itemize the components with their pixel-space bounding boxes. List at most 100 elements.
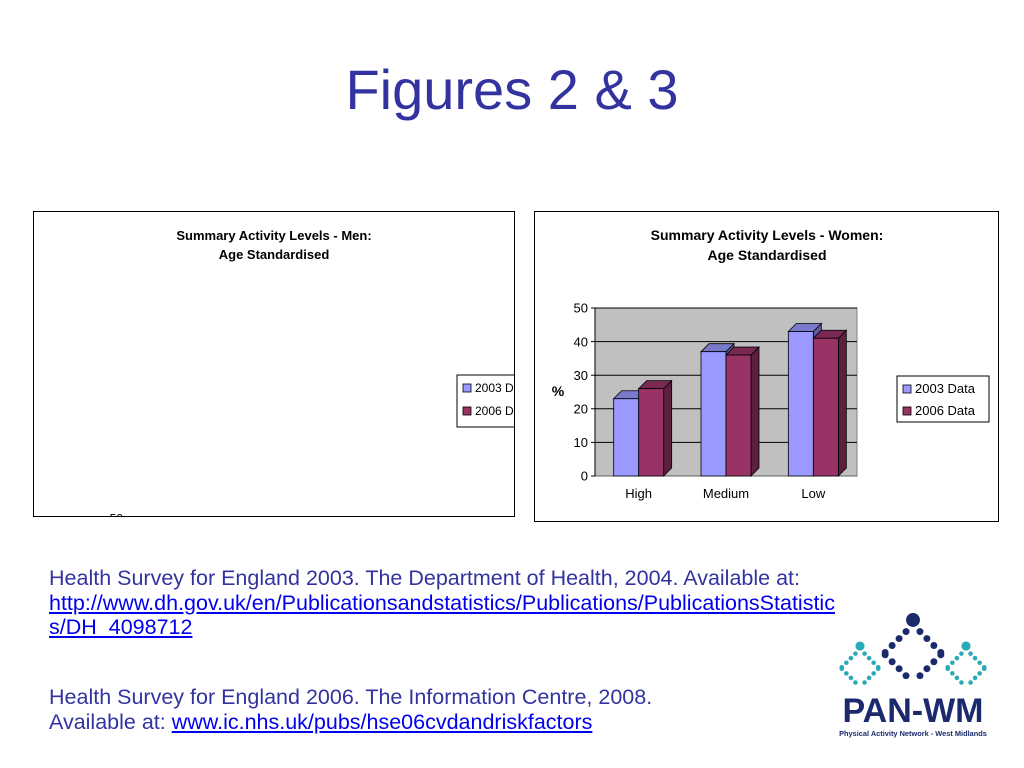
women-chart-ytick-label: 20 xyxy=(574,401,588,416)
women-chart-subtitle: Age Standardised xyxy=(707,247,826,263)
women-chart-legend-label: 2003 Data xyxy=(915,381,976,396)
women-chart-bar-2006-data-high xyxy=(637,379,673,477)
women-chart-bar-front xyxy=(787,331,814,477)
logo-name: PAN-WM xyxy=(843,692,984,730)
women-chart-legend-box xyxy=(896,375,990,423)
logo-figure-left-dot xyxy=(862,651,867,656)
logo-figure-right-dot xyxy=(950,660,955,665)
logo-figure-right-dot xyxy=(972,675,978,681)
women-chart-category-label: Low xyxy=(801,486,825,501)
men-chart-title: Summary Activity Levels - Men: xyxy=(176,228,371,243)
men-chart-ytick-label: 50 xyxy=(110,511,124,516)
women-chart-bar-side xyxy=(837,329,847,477)
logo-figure-center-dot xyxy=(902,628,910,636)
logo-figure-left-dot xyxy=(866,655,872,661)
chart-women-svg: Summary Activity Levels - Women: Age Stan… xyxy=(552,227,990,501)
logo-figure-center-dot xyxy=(895,635,903,643)
women-chart-bar-front xyxy=(700,351,727,477)
logo-tagline: Physical Activity Network - West Midland… xyxy=(839,729,987,738)
logo-figure-left-dot xyxy=(871,660,876,665)
logo-figure-center-dot xyxy=(930,642,938,649)
women-chart-bar-front xyxy=(613,398,640,477)
reference-1-link[interactable]: http://www.dh.gov.uk/en/Publicationsands… xyxy=(49,590,835,640)
women-chart-legend-swatch xyxy=(902,406,912,416)
logo-figure-center xyxy=(881,613,945,680)
logo-figure-left-dot xyxy=(848,655,854,661)
logo-figure-right-dot xyxy=(954,675,960,681)
women-chart-bar-2006-data-medium xyxy=(725,346,760,477)
logo-figure-center-head xyxy=(906,613,920,627)
reference-1: Health Survey for England 2003. The Depa… xyxy=(49,566,839,640)
reference-2-prefix: Available at: xyxy=(49,709,172,734)
chart-women: Summary Activity Levels - Women: Age Stan… xyxy=(534,211,999,522)
reference-2-link[interactable]: www.ic.nhs.uk/pubs/hse06cvdandriskfactor… xyxy=(171,709,593,734)
logo-figure-right-dot xyxy=(959,651,964,656)
women-chart-category-label: High xyxy=(625,486,652,501)
women-chart-legend-label: 2006 Data xyxy=(915,403,976,418)
logo-figure-right-dot xyxy=(968,680,973,685)
reference-2-available-line: Available at: www.ic.nhs.uk/pubs/hse06cv… xyxy=(49,710,839,735)
logo-figure-right-dot xyxy=(954,655,960,661)
men-chart-legend-label: 2003 Data xyxy=(475,381,514,395)
logo-figure-left-dot xyxy=(853,680,858,685)
women-chart-ytick-label: 40 xyxy=(574,334,588,349)
women-chart-ytick-label: 30 xyxy=(574,368,588,383)
women-chart-bar-2006-data-low xyxy=(812,329,848,477)
logo-figure-right-head xyxy=(961,641,971,651)
women-chart-title: Summary Activity Levels - Women: xyxy=(651,227,884,243)
women-chart-bar-side xyxy=(750,346,760,477)
logo-figure-center-dot xyxy=(930,658,938,666)
women-chart-legend-swatch xyxy=(902,384,912,394)
logo-figure-right-dot xyxy=(959,680,964,685)
men-chart-subtitle: Age Standardised xyxy=(219,247,330,262)
pan-wm-logo: PAN-WM Physical Activity Network - West … xyxy=(839,613,987,738)
logo-figure-center-dot xyxy=(888,642,896,649)
women-chart-category-label: Medium xyxy=(703,486,749,501)
women-chart-bar-front xyxy=(638,388,665,477)
logo-figure-right-dot xyxy=(945,666,951,672)
chart-men: Summary Activity Levels - Men: Age Standa… xyxy=(33,211,515,517)
logo-figure-left-dot xyxy=(862,680,867,685)
logo-figure-right-dot xyxy=(977,660,982,665)
women-chart-ytick-label: 50 xyxy=(574,301,588,316)
women-chart-bar-front xyxy=(725,354,752,477)
reference-2-text: Health Survey for England 2006. The Info… xyxy=(49,685,653,709)
women-chart-bar-front xyxy=(812,337,839,477)
men-chart-legend-label: 2006 Data xyxy=(475,404,514,418)
logo-figure-right xyxy=(945,641,987,685)
logo-figure-center-dot xyxy=(881,651,889,659)
reference-1-text: Health Survey for England 2003. The Depa… xyxy=(49,566,800,590)
logo-figure-right-dot xyxy=(977,671,982,676)
women-chart-bar-side xyxy=(663,379,673,477)
logo-figure-center-dot xyxy=(923,665,931,673)
logo-figure-center-dot xyxy=(923,635,931,643)
logo-figure-center-dot xyxy=(888,658,896,666)
logo-figure-left-dot xyxy=(844,671,849,676)
women-chart-ytick-label: 10 xyxy=(574,435,588,450)
logo-figure-left-dot xyxy=(871,671,876,676)
logo-figure-left-head xyxy=(855,641,865,651)
men-chart-legend-swatch xyxy=(462,383,472,393)
logo-figure-left-dot xyxy=(848,675,854,681)
logo-figure-right-dot xyxy=(968,651,973,656)
women-chart-ytick-label: 0 xyxy=(581,469,588,484)
logo-figure-right-dot xyxy=(950,671,955,676)
women-chart-ylabel: % xyxy=(552,383,565,399)
logo-figure-left-dot xyxy=(839,666,845,672)
logo-figure-left xyxy=(839,641,881,685)
logo-figure-center-dot xyxy=(895,665,903,673)
logo-figure-center-dot xyxy=(902,672,910,680)
logo-figure-center-dot xyxy=(916,628,924,636)
logo-figures-icon xyxy=(839,613,987,685)
logo-figure-left-dot xyxy=(866,675,872,681)
reference-2: Health Survey for England 2006. The Info… xyxy=(49,685,839,734)
logo-figure-center-dot xyxy=(937,651,945,659)
chart-men-svg: Summary Activity Levels - Men: Age Standa… xyxy=(110,228,514,516)
logo-figure-left-dot xyxy=(875,666,881,672)
logo-figure-left-dot xyxy=(844,660,849,665)
logo-figure-right-dot xyxy=(981,666,987,672)
men-chart-legend-swatch xyxy=(462,406,472,416)
logo-figure-center-dot xyxy=(916,672,924,680)
logo-figure-left-dot xyxy=(853,651,858,656)
slide-title: Figures 2 & 3 xyxy=(345,58,679,121)
